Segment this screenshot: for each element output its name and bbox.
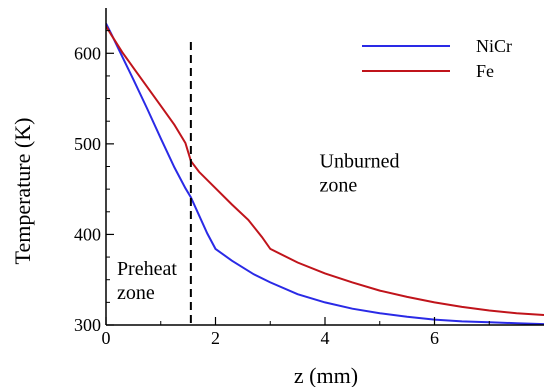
annotation-text: Preheat	[117, 258, 177, 280]
legend-label-nicr: NiCr	[476, 36, 512, 56]
y-axis-title: Temperature (K)	[10, 118, 35, 265]
y-tick-label: 400	[74, 224, 101, 244]
x-tick-label: 2	[211, 328, 220, 348]
annotation-text: Unburned	[320, 150, 400, 172]
x-tick-label: 4	[321, 328, 330, 348]
annotation-text: zone	[117, 282, 155, 304]
series-line-fe	[106, 25, 544, 316]
legend-label-fe: Fe	[476, 61, 494, 81]
x-tick-label: 6	[430, 328, 439, 348]
annotation-text: zone	[320, 174, 358, 196]
axes: 0 2 4 6 300 400 500 600	[74, 8, 544, 348]
y-tick-label: 500	[74, 134, 101, 154]
x-tick-label: 0	[102, 328, 111, 348]
y-tick-label: 300	[74, 315, 101, 335]
y-tick-label: 600	[74, 43, 101, 63]
x-axis-title: z (mm)	[294, 363, 358, 387]
legend: NiCr Fe	[362, 36, 512, 81]
